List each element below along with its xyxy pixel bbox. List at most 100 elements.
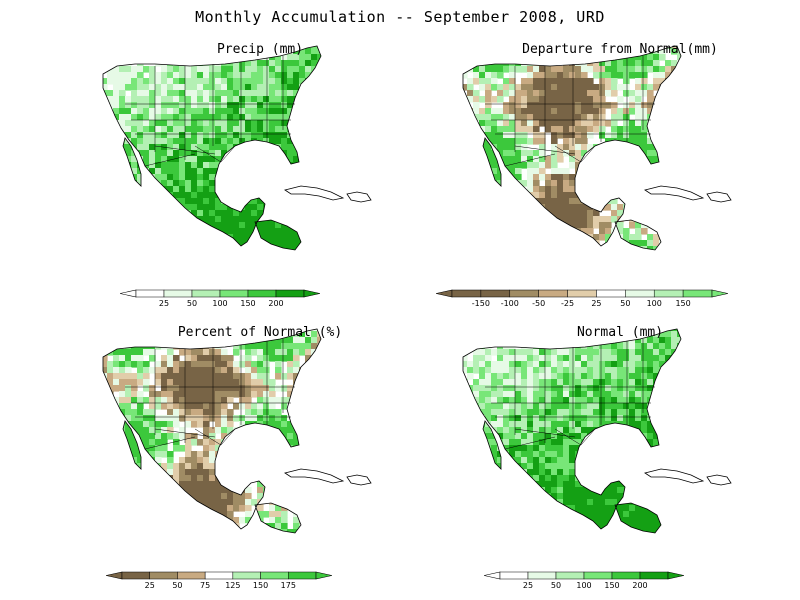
field-cell — [185, 505, 192, 512]
field-cell — [305, 60, 312, 67]
field-cell — [503, 186, 510, 193]
field-cell — [173, 222, 180, 229]
field-cell — [521, 252, 528, 259]
field-cell — [575, 150, 582, 157]
field-cell — [281, 84, 288, 91]
field-cell — [509, 90, 516, 97]
field-cell — [113, 252, 120, 259]
field-cell — [149, 451, 156, 458]
field-cell — [575, 78, 582, 85]
field-cell — [251, 174, 258, 181]
field-cell — [623, 403, 630, 410]
field-cell — [161, 90, 168, 97]
field-cell — [149, 505, 156, 512]
field-cell — [473, 451, 480, 458]
field-cell — [221, 216, 228, 223]
field-cell — [683, 240, 690, 247]
field-cell — [641, 198, 648, 205]
field-cell — [155, 361, 162, 368]
field-cell — [107, 60, 114, 67]
field-cell — [203, 84, 210, 91]
field-cell — [509, 66, 516, 73]
field-cell — [257, 210, 264, 217]
field-cell — [539, 409, 546, 416]
field-cell — [281, 216, 288, 223]
field-cell — [131, 391, 138, 398]
field-cell — [463, 132, 468, 139]
field-cell — [587, 126, 594, 133]
field-cell — [491, 60, 498, 67]
field-cell — [623, 60, 630, 67]
field-cell — [233, 439, 240, 446]
field-cell — [659, 343, 666, 350]
field-cell — [641, 168, 648, 175]
field-cell — [185, 511, 192, 518]
field-cell — [95, 349, 102, 356]
field-cell — [245, 529, 252, 533]
field-cell — [113, 535, 120, 542]
field-cell — [131, 120, 138, 127]
field-cell — [455, 373, 462, 380]
field-cell — [119, 168, 126, 175]
field-cell — [191, 120, 198, 127]
field-cell — [305, 499, 312, 506]
field-cell — [173, 240, 180, 247]
field-cell — [587, 228, 594, 235]
field-cell — [305, 228, 312, 235]
field-cell — [95, 379, 102, 386]
field-cell — [257, 517, 264, 524]
field-cell — [143, 126, 150, 133]
field-cell — [509, 204, 516, 211]
field-cell — [629, 132, 636, 139]
field-cell — [161, 162, 168, 169]
field-cell — [95, 132, 102, 139]
field-cell — [581, 385, 588, 392]
field-cell — [323, 114, 330, 121]
field-cell — [671, 343, 678, 350]
field-cell — [515, 385, 522, 392]
field-cell — [221, 120, 228, 127]
field-cell — [185, 517, 192, 524]
field-cell — [161, 421, 168, 428]
field-cell — [119, 535, 126, 542]
field-cell — [533, 114, 540, 121]
field-cell — [311, 228, 318, 235]
field-cell — [173, 78, 180, 85]
field-cell — [137, 60, 144, 67]
field-cell — [143, 192, 150, 199]
field-cell — [155, 445, 162, 452]
field-cell — [227, 373, 234, 380]
field-cell — [281, 246, 288, 250]
field-cell — [317, 427, 321, 434]
field-cell — [251, 246, 258, 250]
field-cell — [629, 126, 636, 133]
field-cell — [209, 379, 216, 386]
field-cell — [305, 349, 312, 356]
field-cell — [221, 535, 228, 542]
field-cell — [305, 138, 312, 145]
field-cell — [569, 96, 576, 103]
field-cell — [179, 445, 186, 452]
field-cell — [515, 421, 522, 428]
field-cell — [641, 120, 648, 127]
field-cell — [299, 210, 306, 217]
field-cell — [137, 409, 144, 416]
field-cell — [605, 252, 612, 259]
field-cell — [647, 252, 654, 259]
field-cell — [281, 349, 288, 356]
field-cell — [173, 445, 180, 452]
field-cell — [239, 493, 246, 500]
field-cell — [635, 120, 642, 127]
field-cell — [125, 403, 132, 410]
field-cell — [671, 373, 678, 380]
field-cell — [641, 349, 648, 356]
field-cell — [623, 252, 630, 259]
colorbar-tick-label: 150 — [240, 299, 255, 308]
field-cell — [305, 144, 312, 151]
field-cell — [137, 403, 144, 410]
field-cell — [233, 234, 240, 241]
field-cell — [515, 198, 522, 205]
field-cell — [527, 391, 534, 398]
field-cell — [665, 331, 672, 338]
field-cell — [569, 391, 576, 398]
